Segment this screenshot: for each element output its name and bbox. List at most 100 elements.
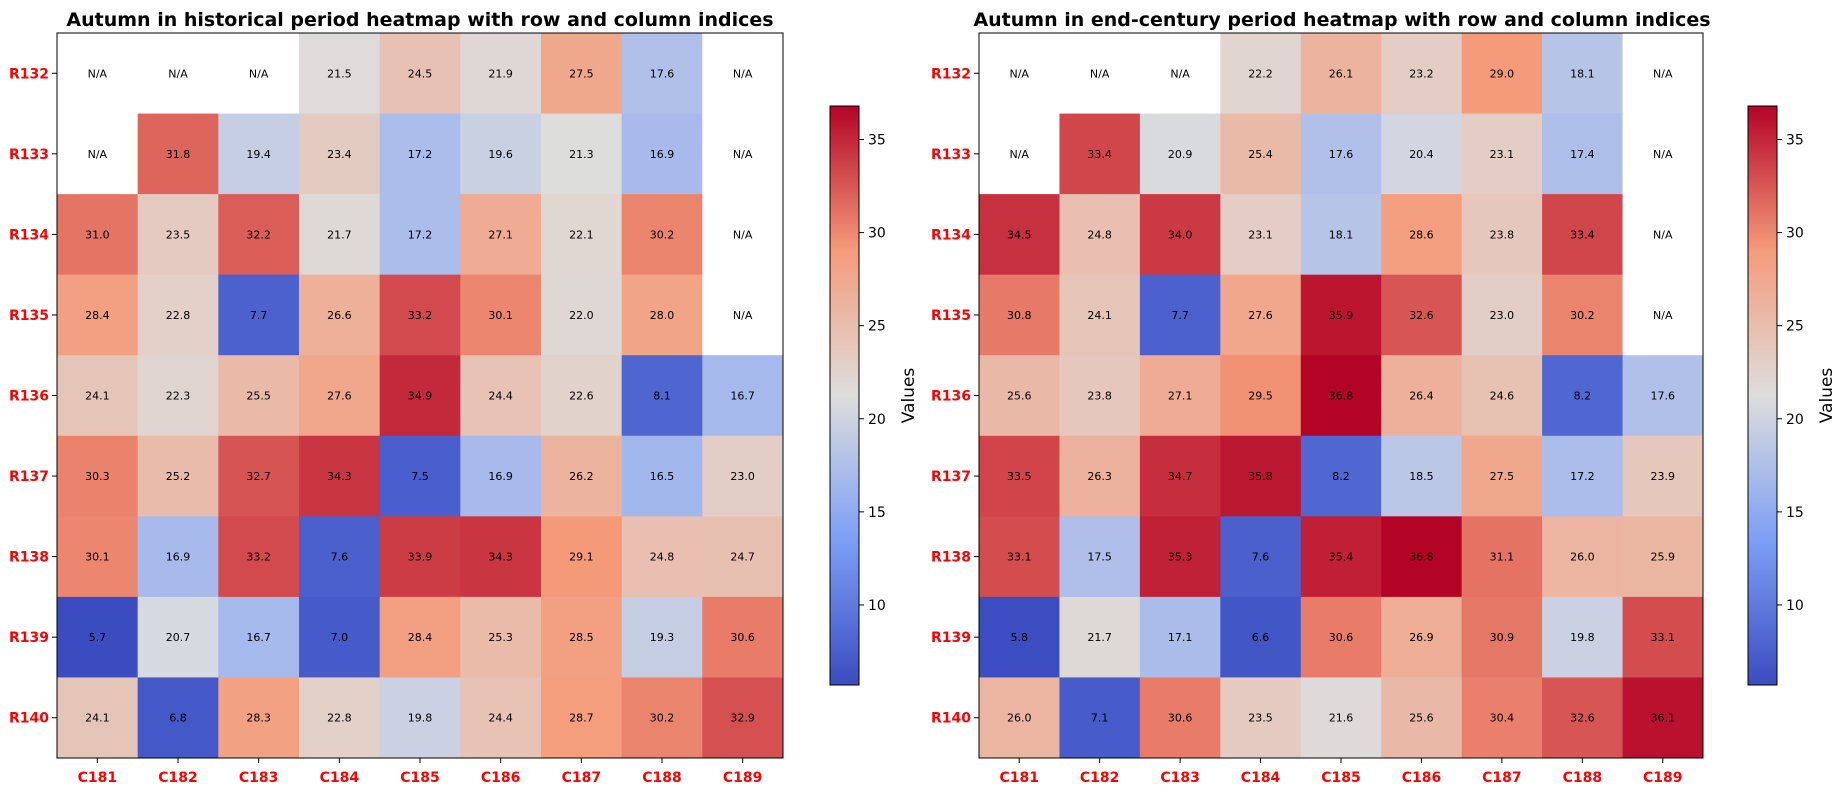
heatmap-cell (57, 355, 139, 437)
cell-value-label: 33.4 (1570, 228, 1595, 241)
heatmap-cell (702, 355, 784, 437)
heatmap-cell (1059, 113, 1141, 195)
heatmap-cell (57, 113, 139, 195)
cell-value-label: 5.8 (1010, 631, 1028, 644)
heatmap-cell (57, 33, 139, 115)
heatmap-cell (1059, 33, 1141, 115)
cell-value-label: 31.0 (85, 228, 110, 241)
cell-value-label: 23.2 (1409, 67, 1434, 80)
heatmap-cell (379, 596, 461, 678)
column-label: C188 (642, 770, 682, 786)
heatmap-cell (299, 435, 381, 517)
cell-value-label: 28.3 (246, 712, 271, 725)
row-label: R132 (9, 66, 49, 82)
cell-value-label: 31.8 (166, 148, 191, 161)
heatmap-cell (460, 435, 542, 517)
heatmap-cell (979, 33, 1060, 115)
cell-value-label: 28.4 (85, 309, 110, 322)
heatmap-cell (379, 677, 461, 759)
cell-value-label: 16.5 (650, 470, 675, 483)
colorbar-tick-label: 35 (868, 133, 886, 149)
chart-title: Autumn in historical period heatmap with… (66, 9, 773, 31)
heatmap-cell (218, 355, 300, 437)
heatmap-cell (218, 516, 300, 598)
heatmap-cell (1220, 596, 1302, 678)
cell-value-label: 30.2 (1570, 309, 1595, 322)
heatmap-cell (460, 596, 542, 678)
cell-value-label: 28.4 (408, 631, 433, 644)
colorbar (829, 105, 860, 686)
heatmap-cell (1542, 194, 1624, 276)
cell-value-label: 25.9 (1651, 551, 1676, 564)
heatmap-cell (702, 516, 784, 598)
heatmap-cell (621, 113, 703, 195)
heatmap-cell (1461, 113, 1543, 195)
heatmap-cell (460, 33, 542, 115)
heatmap-cell (1461, 33, 1543, 115)
heatmap-cell (137, 33, 219, 115)
cell-value-label: 5.7 (89, 631, 107, 644)
row-label: R138 (931, 550, 971, 566)
heatmap-cell (1220, 113, 1302, 195)
row-label: R137 (931, 469, 971, 485)
row-label: R134 (931, 227, 971, 243)
cell-value-label: 22.0 (569, 309, 594, 322)
cell-value-label: 20.9 (1168, 148, 1193, 161)
heatmap-cell (299, 355, 381, 437)
heatmap-cell (979, 113, 1060, 195)
heatmap-cell (57, 596, 139, 678)
heatmap-cell (541, 355, 623, 437)
heatmap-cell (1059, 355, 1141, 437)
heatmap-cell (57, 274, 139, 356)
cell-value-label: 21.7 (1087, 631, 1112, 644)
heatmap-cell (460, 355, 542, 437)
cell-value-label: 17.2 (1570, 470, 1595, 483)
heatmap-cell (1220, 435, 1302, 517)
heatmap-cell (218, 194, 300, 276)
cell-value-label: N/A (1090, 67, 1110, 80)
cell-value-label: 25.3 (488, 631, 513, 644)
cell-value-label: 24.1 (85, 390, 110, 403)
cell-value-label: 25.5 (246, 390, 271, 403)
heatmap-cell (979, 355, 1060, 437)
heatmap-cell (57, 435, 139, 517)
cell-value-label: 23.0 (1490, 309, 1515, 322)
heatmap-cell (621, 435, 703, 517)
heatmap-cell (1220, 516, 1302, 598)
colorbar-tick-label: 10 (868, 598, 886, 614)
heatmap-cell (1300, 516, 1382, 598)
heatmap-cell (137, 355, 219, 437)
heatmap-cell (1381, 435, 1463, 517)
colorbar-label: Values (1817, 368, 1836, 424)
heatmap-cell (379, 33, 461, 115)
cell-value-label: 34.0 (1168, 228, 1193, 241)
cell-value-label: 23.1 (1490, 148, 1515, 161)
heatmap-cell (1220, 33, 1302, 115)
cell-value-label: 26.1 (1329, 67, 1354, 80)
cell-value-label: 34.3 (488, 551, 513, 564)
column-label: C185 (400, 770, 440, 786)
heatmap-cell (1300, 33, 1382, 115)
heatmap-cell (541, 596, 623, 678)
cell-value-label: N/A (1170, 67, 1190, 80)
cell-value-label: 27.1 (488, 228, 513, 241)
heatmap-cell (621, 274, 703, 356)
cell-value-label: 7.0 (331, 631, 349, 644)
heatmap-cell (1059, 677, 1141, 759)
cell-value-label: 27.1 (1168, 390, 1193, 403)
column-label: C181 (999, 770, 1039, 786)
cell-value-label: 8.1 (653, 390, 671, 403)
cell-value-label: 17.2 (408, 228, 433, 241)
cell-value-label: 24.5 (408, 67, 433, 80)
heatmap-cell (979, 516, 1060, 598)
heatmap-cell (1300, 274, 1382, 356)
heatmap-cell (137, 596, 219, 678)
heatmap-cell (1300, 677, 1382, 759)
heatmap-cell (979, 274, 1060, 356)
cell-value-label: 19.6 (488, 148, 513, 161)
cell-value-label: 16.7 (246, 631, 271, 644)
heatmap-cell (979, 435, 1060, 517)
heatmap-cell (460, 274, 542, 356)
heatmap-cell (1220, 677, 1302, 759)
cell-value-label: N/A (733, 67, 753, 80)
